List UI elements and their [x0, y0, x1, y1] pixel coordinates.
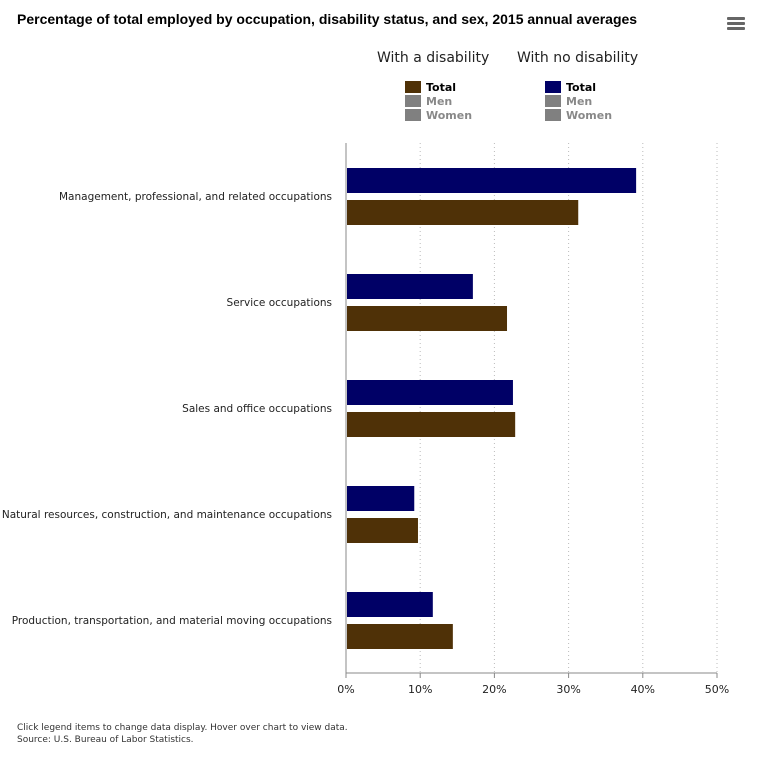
legend-swatch: [405, 95, 421, 107]
bar[interactable]: [347, 306, 508, 331]
x-tick-label: 20%: [482, 683, 506, 696]
category-label: Management, professional, and related oc…: [59, 191, 332, 203]
legend-group-title-disability: With a disability: [377, 50, 490, 66]
legend-label: Women: [566, 108, 613, 122]
x-tick-label: 30%: [556, 683, 580, 696]
bar-chart[interactable]: 0% 10% 20% 30% 40% 50% Management, professiona…: [0, 0, 761, 720]
legend-label: Total: [566, 80, 597, 94]
x-tick-label: 40%: [631, 683, 655, 696]
category-label: Sales and office occupations: [182, 403, 332, 415]
legend-swatch: [405, 109, 421, 121]
hamburger-menu-icon[interactable]: [727, 17, 745, 31]
bar[interactable]: [347, 168, 637, 193]
footer-instructions: Click legend items to change data displa…: [17, 723, 348, 733]
legend-label: Women: [426, 108, 473, 122]
x-tick-label: 0%: [337, 683, 354, 696]
category-label: Natural resources, construction, and mai…: [2, 509, 332, 521]
legend-item-women[interactable]: Women: [545, 108, 612, 122]
legend-item-total[interactable]: Total: [545, 80, 596, 94]
legend-swatch: [405, 81, 421, 93]
legend-item-total[interactable]: Total: [405, 80, 456, 94]
legend-group-title-no-disability: With no disability: [517, 50, 639, 66]
legend-label: Men: [426, 94, 453, 108]
bar[interactable]: [347, 380, 513, 405]
legend-label: Total: [426, 80, 457, 94]
category-label: Production, transportation, and material…: [12, 615, 332, 627]
legend-item-men[interactable]: Men: [545, 94, 592, 108]
bar[interactable]: [347, 592, 433, 617]
x-tick-label: 10%: [408, 683, 432, 696]
x-tick-label: 50%: [705, 683, 729, 696]
footer-source: Source: U.S. Bureau of Labor Statistics.: [17, 735, 194, 745]
bar[interactable]: [347, 274, 473, 299]
legend-swatch: [545, 95, 561, 107]
chart-title: Percentage of total employed by occupati…: [17, 11, 638, 27]
bar[interactable]: [347, 486, 415, 511]
legend-item-women[interactable]: Women: [405, 108, 472, 122]
legend-label: Men: [566, 94, 593, 108]
bar[interactable]: [347, 518, 418, 543]
legend-item-men[interactable]: Men: [405, 94, 452, 108]
bar[interactable]: [347, 200, 579, 225]
category-label: Service occupations: [227, 297, 332, 309]
legend-swatch: [545, 109, 561, 121]
bar[interactable]: [347, 412, 516, 437]
legend-swatch: [545, 81, 561, 93]
bar[interactable]: [347, 624, 453, 649]
chart-footer: Click legend items to change data displa…: [17, 722, 348, 746]
